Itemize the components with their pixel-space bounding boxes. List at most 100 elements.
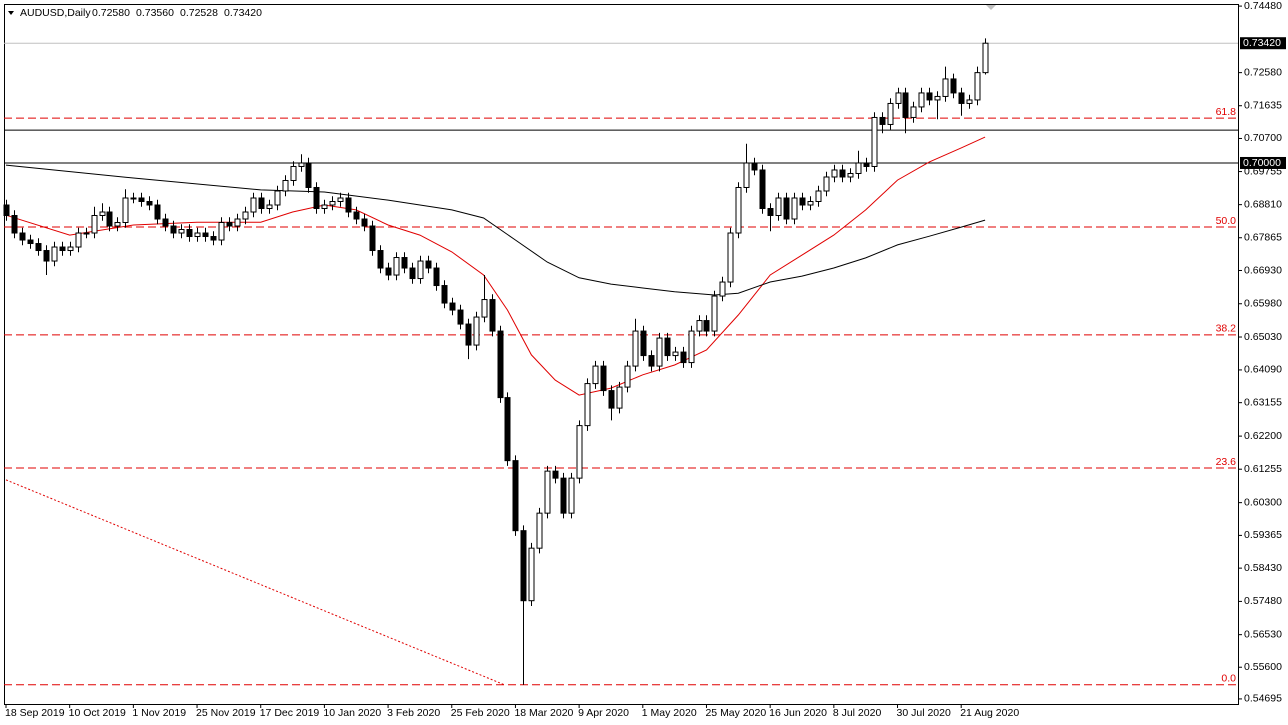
candle-body bbox=[926, 92, 933, 101]
x-tick-label: 8 Jul 2020 bbox=[833, 707, 882, 719]
candle-body bbox=[122, 197, 129, 224]
candle-body bbox=[887, 102, 894, 125]
candle-body bbox=[353, 211, 360, 220]
candle-body bbox=[807, 200, 814, 206]
x-tick-label: 3 Feb 2020 bbox=[387, 707, 440, 719]
y-tick-label: 0.59365 bbox=[1244, 529, 1282, 541]
y-tick-label: 0.74480 bbox=[1244, 0, 1282, 12]
header-price: 0.73560 bbox=[136, 7, 174, 19]
y-tick-label: 0.72580 bbox=[1244, 66, 1282, 78]
candle-body bbox=[234, 218, 241, 227]
shift-marker bbox=[986, 5, 996, 10]
candle-body bbox=[775, 197, 782, 217]
candle-body bbox=[831, 169, 838, 178]
candle-body bbox=[425, 260, 432, 269]
price-label: 0.70000 bbox=[1243, 157, 1281, 169]
candle-body bbox=[815, 190, 822, 202]
candle-body bbox=[799, 197, 806, 206]
candle-body bbox=[441, 285, 448, 304]
candle-body bbox=[616, 386, 623, 409]
candle-body bbox=[735, 186, 742, 234]
candle-body bbox=[703, 320, 710, 332]
candle-body bbox=[3, 204, 10, 217]
y-tick-label: 0.55600 bbox=[1244, 661, 1282, 673]
candle-body bbox=[918, 92, 925, 108]
candle-body bbox=[321, 204, 328, 210]
menu-triangle bbox=[8, 11, 14, 15]
candle-body bbox=[600, 365, 607, 392]
y-tick-label: 0.66930 bbox=[1244, 264, 1282, 276]
x-tick-label: 17 Dec 2019 bbox=[260, 707, 320, 719]
x-tick-label: 21 Aug 2020 bbox=[960, 707, 1019, 719]
y-tick-label: 0.54695 bbox=[1244, 693, 1282, 705]
candle-body bbox=[35, 243, 42, 252]
candle-body bbox=[393, 257, 400, 276]
candle-body bbox=[329, 200, 336, 206]
candle-body bbox=[895, 92, 902, 104]
candle-body bbox=[632, 330, 639, 367]
candle-body bbox=[504, 397, 511, 462]
trendline bbox=[5, 479, 505, 686]
candle-body bbox=[791, 197, 798, 220]
candle-body bbox=[194, 232, 201, 238]
candle-body bbox=[656, 337, 663, 367]
candle-body bbox=[966, 99, 973, 104]
candle-body bbox=[672, 351, 679, 357]
y-tick-label: 0.58430 bbox=[1244, 562, 1282, 574]
candle-body bbox=[250, 197, 257, 213]
y-tick-label: 0.60300 bbox=[1244, 496, 1282, 508]
candle-body bbox=[186, 229, 193, 238]
candle-body bbox=[520, 530, 527, 602]
candle-body bbox=[282, 179, 289, 192]
fib-label: 61.8 bbox=[1216, 106, 1237, 118]
candle-body bbox=[743, 162, 750, 188]
candle-body bbox=[544, 470, 551, 514]
candle-body bbox=[982, 42, 989, 74]
candle-body bbox=[75, 232, 82, 248]
candle-body bbox=[242, 211, 249, 220]
candle-body bbox=[958, 92, 965, 104]
x-tick-label: 25 Feb 2020 bbox=[451, 707, 510, 719]
candle-body bbox=[489, 299, 496, 332]
candle-body bbox=[783, 197, 790, 220]
x-tick-label: 10 Oct 2019 bbox=[69, 707, 126, 719]
y-tick-label: 0.70700 bbox=[1244, 132, 1282, 144]
y-tick-label: 0.57480 bbox=[1244, 595, 1282, 607]
candle-body bbox=[226, 222, 233, 227]
candle-body bbox=[59, 246, 66, 252]
candle-body bbox=[409, 267, 416, 280]
candle-body bbox=[481, 299, 488, 318]
price-label: 0.73420 bbox=[1243, 37, 1281, 49]
candle-body bbox=[624, 365, 631, 388]
candle-body bbox=[719, 281, 726, 297]
candle-body bbox=[823, 176, 830, 192]
header-price: 0.73420 bbox=[224, 7, 262, 19]
x-tick-label: 10 Jan 2020 bbox=[323, 707, 381, 719]
y-tick-label: 0.67865 bbox=[1244, 232, 1282, 244]
x-tick-label: 1 Nov 2019 bbox=[132, 707, 186, 719]
candle-body bbox=[170, 225, 177, 234]
candle-body bbox=[361, 218, 368, 227]
candle-body bbox=[162, 218, 169, 227]
candle-body bbox=[417, 260, 424, 280]
x-tick-label: 1 May 2020 bbox=[642, 707, 697, 719]
candle-body bbox=[210, 236, 217, 241]
candle-body bbox=[871, 116, 878, 167]
candle-body bbox=[202, 232, 209, 238]
x-tick-label: 9 Apr 2020 bbox=[578, 707, 629, 719]
candle-body bbox=[847, 172, 854, 178]
candle-body bbox=[433, 267, 440, 287]
candle-body bbox=[648, 355, 655, 367]
candle-body bbox=[934, 95, 941, 101]
x-tick-label: 18 Mar 2020 bbox=[514, 707, 573, 719]
candle-body bbox=[910, 106, 917, 118]
candle-body bbox=[377, 250, 384, 269]
candle-body bbox=[759, 169, 766, 210]
y-tick-label: 0.63155 bbox=[1244, 396, 1282, 408]
candle-body bbox=[497, 330, 504, 399]
candle-body bbox=[680, 351, 687, 364]
x-tick-label: 18 Sep 2019 bbox=[5, 707, 65, 719]
candle-body bbox=[974, 72, 981, 101]
candle-body bbox=[91, 215, 98, 234]
candle-body bbox=[99, 211, 106, 217]
